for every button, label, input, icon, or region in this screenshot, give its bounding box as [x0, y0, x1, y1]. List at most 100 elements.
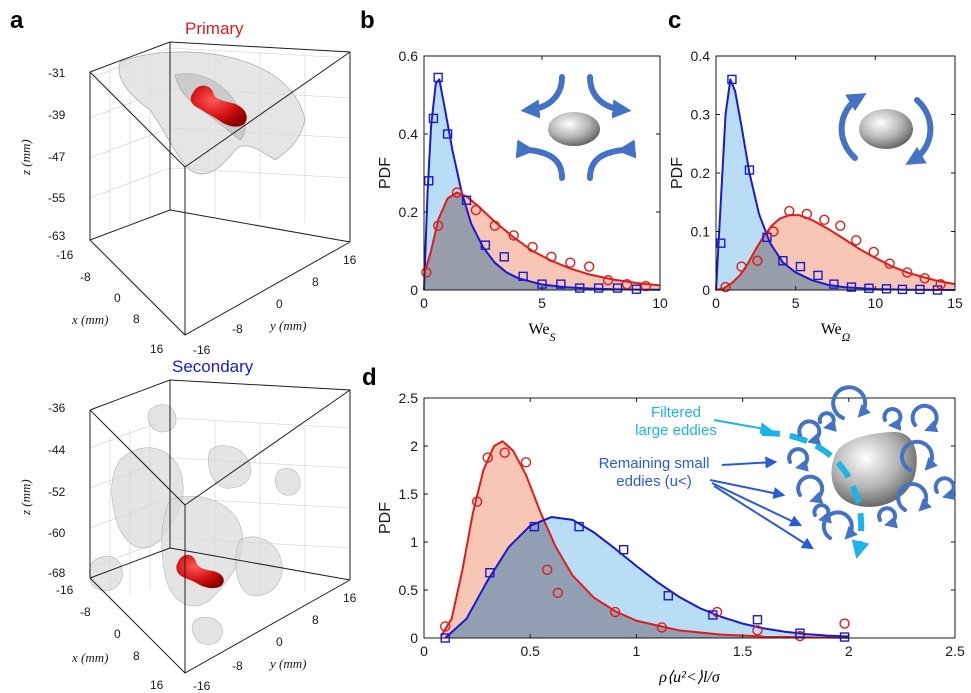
top-y-ticks: -16 -8 0 8 16: [193, 253, 357, 357]
y-tick-label: 1: [410, 534, 418, 550]
filtered-pointer: [713, 419, 773, 435]
red-circle-marker: [546, 251, 557, 263]
blue-square-marker: [593, 283, 604, 293]
tick-label: 16: [150, 342, 164, 356]
blue-square-marker: [442, 129, 453, 139]
blue-square-marker: [778, 256, 788, 266]
tick-label: 0: [114, 627, 121, 641]
x-axis-label: WeS: [529, 321, 556, 344]
blue-square-marker: [708, 610, 718, 620]
top-z-ticks: -31 -39 -47 -55 -63: [48, 66, 66, 243]
tick-label: -60: [48, 526, 66, 540]
remaining-label-line2: eddies (u<): [616, 473, 691, 490]
small-eddies: [787, 385, 957, 540]
bottom-z-label: z (mm): [18, 479, 33, 516]
blue-square-marker: [529, 521, 540, 532]
blue-square-marker: [499, 252, 509, 262]
tick-label: 8: [133, 312, 140, 326]
red-circle-marker: [520, 457, 532, 468]
panel-label-c: c: [668, 7, 681, 34]
blue-square-marker: [461, 195, 472, 206]
chart-c: 0 5 10 15 0 0.1 0.2 0.3 0.4 PDF WeΩ: [669, 48, 963, 344]
tick-label: 16: [150, 678, 164, 692]
blue-square-marker: [485, 568, 495, 578]
red-circle-marker: [868, 246, 879, 258]
blue-square-marker: [575, 283, 585, 293]
red-circle-marker: [527, 241, 538, 253]
red-circle-marker: [919, 273, 930, 284]
blue-square-marker: [433, 72, 443, 83]
tick-label: -55: [48, 191, 66, 205]
tick-label: -16: [193, 679, 211, 693]
blue-square-marker: [428, 113, 439, 124]
red-circle-marker: [451, 187, 463, 198]
y-tick-label: 0.4: [399, 126, 419, 142]
x-tick-label: 10: [868, 295, 884, 311]
blue-square-marker: [813, 270, 823, 281]
filtered-label-line1: Filtered: [651, 404, 701, 421]
tick-label: 0: [276, 297, 283, 311]
overlap-area: [424, 192, 660, 290]
tick-label: 8: [312, 275, 319, 289]
x-tick-label: 1: [633, 643, 641, 659]
red-circle-marker: [489, 220, 500, 231]
bubble-icon: [859, 109, 913, 149]
red-circle-marker: [935, 278, 946, 290]
red-circle-marker: [784, 205, 795, 217]
blue-square-marker: [897, 284, 908, 295]
red-circle-marker: [482, 452, 493, 463]
plot-frame: [423, 397, 956, 639]
red-circle-marker: [851, 235, 862, 246]
tick-label: -31: [48, 66, 66, 80]
secondary-bubble: [176, 554, 224, 589]
red-circle-marker: [801, 208, 813, 220]
tick-label: -47: [48, 150, 66, 164]
top-x-label: x (mm): [71, 312, 108, 327]
red-circle-marker: [584, 261, 595, 272]
y-tick-label: 0: [410, 282, 418, 298]
red-circle-marker: [621, 278, 633, 290]
tick-label: -16: [193, 343, 211, 357]
strain-illustration: [515, 74, 637, 181]
panel-label-b: b: [360, 7, 375, 34]
blue-square-marker: [518, 271, 528, 282]
red-circle-marker: [565, 257, 576, 268]
y-tick-label: 0: [702, 282, 710, 298]
top-z-label: z (mm): [18, 139, 33, 176]
x-tick-label: 5: [538, 295, 546, 311]
blue-square-marker: [795, 261, 806, 272]
red-circle-marker: [552, 587, 564, 599]
y-tick-label: 2: [410, 438, 418, 454]
red-circle-marker: [752, 625, 763, 636]
tick-label: -16: [56, 583, 74, 597]
red-circle-marker: [752, 255, 763, 266]
red-circle-marker: [609, 606, 621, 618]
red-circle-marker: [602, 275, 614, 286]
red-circle-marker: [508, 230, 519, 241]
tick-label: -16: [56, 248, 74, 262]
chart-d: 0 0.5 1 1.5 2 2.5 0 0.5 1 1.5 2 2.5 PDF ρ⟨u²<⟩l/σ: [377, 390, 965, 686]
tick-label: 0: [114, 291, 121, 305]
y-tick-label: 0: [410, 630, 418, 646]
tick-label: -8: [232, 659, 243, 673]
red-circle-marker: [421, 267, 432, 278]
bottom-x-label: x (mm): [71, 650, 108, 665]
red-circle-marker: [656, 622, 668, 633]
x-tick-label: 0: [420, 643, 428, 659]
blue-fit-line: [444, 516, 849, 639]
blue-square-marker: [716, 238, 726, 248]
top-box: [89, 41, 351, 336]
panel-label-d: d: [362, 364, 377, 391]
x-axis-label: WeΩ: [821, 321, 851, 344]
panel-label-a: a: [10, 7, 24, 34]
x-tick-label: 5: [792, 295, 800, 311]
bottom-x-ticks: -16 -8 0 8 16: [56, 583, 164, 692]
filtered-label-line2: large eddies: [635, 422, 717, 439]
y-tick-label: 0.3: [691, 107, 711, 123]
filtered-eddy-arc: [761, 429, 870, 560]
red-circle-marker: [819, 214, 830, 226]
secondary-title: Secondary: [172, 357, 254, 376]
blue-area: [716, 79, 955, 291]
red-circle-marker: [471, 496, 483, 507]
